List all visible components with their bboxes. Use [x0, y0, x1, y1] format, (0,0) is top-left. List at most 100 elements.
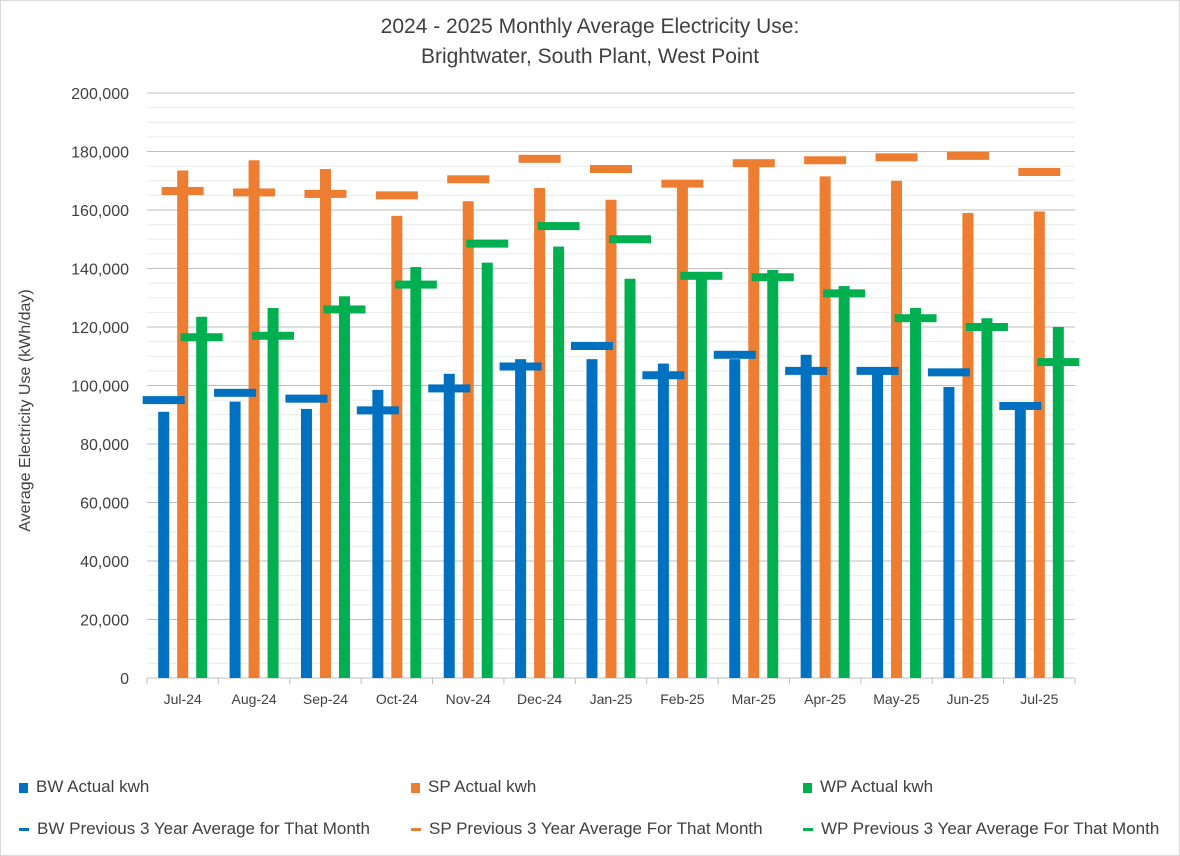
bar-wp-actual — [338, 296, 350, 678]
bar-wp-actual — [838, 286, 850, 678]
bar-bw-actual — [729, 359, 741, 678]
marker-bw-avg — [642, 371, 685, 380]
marker-wp-avg — [537, 222, 580, 231]
bar-sp-actual — [676, 185, 688, 678]
legend-item-bw-actual: BW Actual kwh — [19, 777, 149, 797]
y-tick-label: 140,000 — [71, 262, 129, 279]
y-tick-label: 20,000 — [80, 613, 129, 630]
x-tick-label: Jul-24 — [164, 691, 202, 707]
bar-sp-actual — [605, 199, 617, 678]
x-tick-label: Jan-25 — [590, 691, 633, 707]
bar-wp-actual — [481, 262, 493, 678]
marker-wp-avg — [680, 271, 723, 280]
bar-wp-actual — [267, 307, 279, 678]
y-tick-label: 200,000 — [71, 86, 129, 103]
bar-wp-actual — [553, 246, 565, 678]
legend-swatch-bw-actual — [19, 782, 28, 793]
marker-sp-avg — [161, 186, 204, 195]
x-tick-label: Jun-25 — [947, 691, 990, 707]
bar-wp-actual — [767, 269, 779, 678]
marker-bw-avg — [571, 342, 613, 351]
marker-bw-avg — [856, 366, 899, 375]
legend-label-bw-avg: BW Previous 3 Year Average for That Mont… — [37, 819, 370, 838]
bar-wp-actual — [981, 318, 993, 678]
bar-sp-actual — [819, 176, 831, 679]
x-tick-label: Jul-25 — [1020, 691, 1058, 707]
marker-bw-avg — [713, 350, 756, 359]
y-tick-label: 40,000 — [80, 554, 129, 571]
x-tick-label: Feb-25 — [660, 691, 705, 707]
x-tick-label: Aug-24 — [231, 691, 276, 707]
x-tick-label: May-25 — [873, 691, 920, 707]
y-tick-label: 60,000 — [80, 496, 129, 513]
x-tick-label: Sep-24 — [303, 691, 348, 707]
legend-item-wp-avg: WP Previous 3 Year Average For That Mont… — [803, 819, 1159, 839]
bar-sp-actual — [748, 166, 760, 678]
bar-bw-actual — [443, 373, 455, 678]
bar-wp-actual — [410, 267, 422, 678]
marker-sp-avg — [1018, 167, 1061, 176]
marker-sp-avg — [732, 159, 775, 168]
marker-bw-avg — [214, 388, 257, 397]
bar-bw-actual — [372, 389, 384, 678]
legend-swatch-sp-actual — [411, 782, 420, 793]
chart-subtitle: Brightwater, South Plant, West Point — [420, 45, 760, 68]
bar-bw-actual — [300, 408, 312, 678]
bar-sp-actual — [1033, 211, 1045, 678]
marker-wp-avg — [394, 280, 437, 289]
bar-bw-actual — [943, 386, 955, 678]
marker-bw-avg — [785, 366, 828, 375]
marker-bw-avg — [142, 396, 185, 405]
bar-sp-actual — [391, 215, 403, 678]
marker-sp-avg — [590, 165, 632, 174]
y-tick-label: 80,000 — [80, 437, 129, 454]
bar-sp-actual — [891, 180, 903, 678]
y-tick-label: 160,000 — [71, 203, 129, 220]
marker-sp-avg — [804, 156, 847, 165]
bar-wp-actual — [624, 278, 636, 678]
bar-bw-actual — [800, 354, 812, 678]
marker-sp-avg — [447, 175, 490, 184]
marker-sp-avg — [661, 179, 704, 188]
marker-wp-avg — [751, 273, 794, 282]
marker-sp-avg — [233, 188, 276, 197]
bar-sp-actual — [534, 188, 546, 678]
x-tick-label: Dec-24 — [517, 691, 562, 707]
chart-title: 2024 - 2025 Monthly Average Electricity … — [380, 15, 800, 38]
bar-bw-actual — [158, 411, 170, 678]
x-tick-label: Oct-24 — [376, 691, 418, 707]
y-tick-label: 100,000 — [71, 379, 129, 396]
marker-bw-avg — [499, 362, 542, 371]
bar-wp-actual — [196, 316, 208, 678]
legend-swatch-sp-avg — [411, 828, 421, 832]
marker-wp-avg — [823, 289, 866, 298]
bar-bw-actual — [586, 359, 598, 678]
marker-wp-avg — [965, 323, 1008, 331]
legend-item-wp-actual: WP Actual kwh — [803, 777, 933, 797]
y-axis-title: Average Electricity Use (kWh/day) — [17, 289, 34, 531]
x-tick-label: Apr-25 — [804, 691, 846, 707]
legend-swatch-wp-actual — [803, 782, 812, 793]
bar-sp-actual — [462, 201, 474, 678]
legend-label-wp-avg: WP Previous 3 Year Average For That Mont… — [821, 819, 1160, 838]
legend-item-sp-actual: SP Actual kwh — [411, 777, 536, 797]
legend-label-wp-actual: WP Actual kwh — [820, 777, 934, 796]
x-tick-label: Nov-24 — [446, 691, 491, 707]
marker-bw-avg — [999, 401, 1042, 410]
marker-wp-avg — [323, 305, 366, 314]
bar-wp-actual — [695, 278, 707, 678]
bar-wp-actual — [910, 307, 922, 678]
marker-sp-avg — [875, 153, 918, 162]
legend-label-sp-avg: SP Previous 3 Year Average For That Mont… — [429, 819, 763, 838]
x-tick-label: Mar-25 — [732, 691, 777, 707]
bar-sp-actual — [248, 160, 260, 678]
marker-bw-avg — [428, 384, 471, 393]
marker-bw-avg — [356, 406, 399, 415]
marker-bw-avg — [927, 368, 970, 377]
marker-wp-avg — [894, 314, 937, 323]
legend-label-bw-actual: BW Actual kwh — [36, 777, 150, 796]
bar-sp-actual — [962, 212, 974, 679]
y-tick-label: 120,000 — [71, 320, 129, 337]
marker-wp-avg — [252, 331, 295, 340]
